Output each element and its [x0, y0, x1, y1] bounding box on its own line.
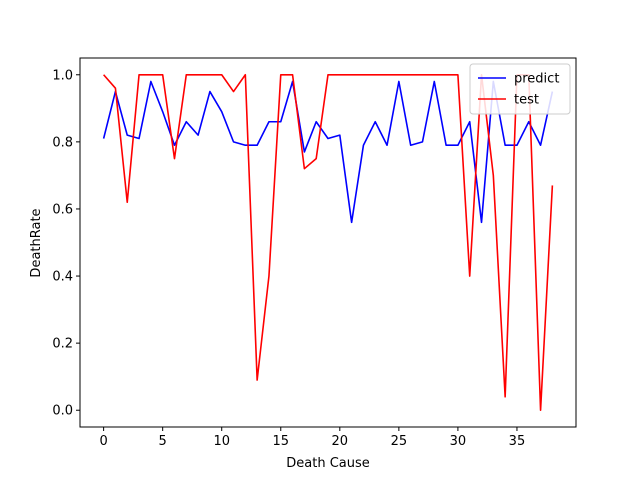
- y-tick-label: 0.6: [52, 202, 73, 217]
- x-tick-label: 5: [159, 434, 167, 449]
- y-tick-label: 0.0: [52, 404, 73, 419]
- x-tick-label: 35: [509, 434, 526, 449]
- x-tick-label: 15: [272, 434, 289, 449]
- x-tick-label: 10: [213, 434, 230, 449]
- y-tick-label: 0.4: [52, 270, 73, 285]
- plot-area: [102, 73, 554, 412]
- x-tick-label: 0: [99, 434, 107, 449]
- y-tick-label: 1.0: [52, 68, 73, 83]
- legend-box: [469, 63, 571, 115]
- series-line-test: [103, 73, 554, 412]
- y-tick-label: 0.8: [52, 135, 73, 150]
- y-tick-label: 0.2: [52, 337, 73, 352]
- series-line-predict: [102, 80, 554, 224]
- y-axis-ticks: 0.0 0.2 0.4 0.6 0.8 1.0: [52, 68, 80, 419]
- axes-frame: [79, 57, 577, 428]
- x-tick-label: 30: [450, 434, 467, 449]
- legend-label-test: test: [514, 93, 539, 108]
- legend: predict test: [469, 63, 571, 115]
- legend-label-predict: predict: [514, 72, 559, 87]
- x-tick-label: 25: [391, 434, 408, 449]
- x-axis-ticks: 0 5 10 15 20 25 30 35: [99, 427, 525, 449]
- x-axis-label: Death Cause: [286, 456, 370, 471]
- y-axis-label: DeathRate: [29, 208, 44, 277]
- x-tick-label: 20: [332, 434, 349, 449]
